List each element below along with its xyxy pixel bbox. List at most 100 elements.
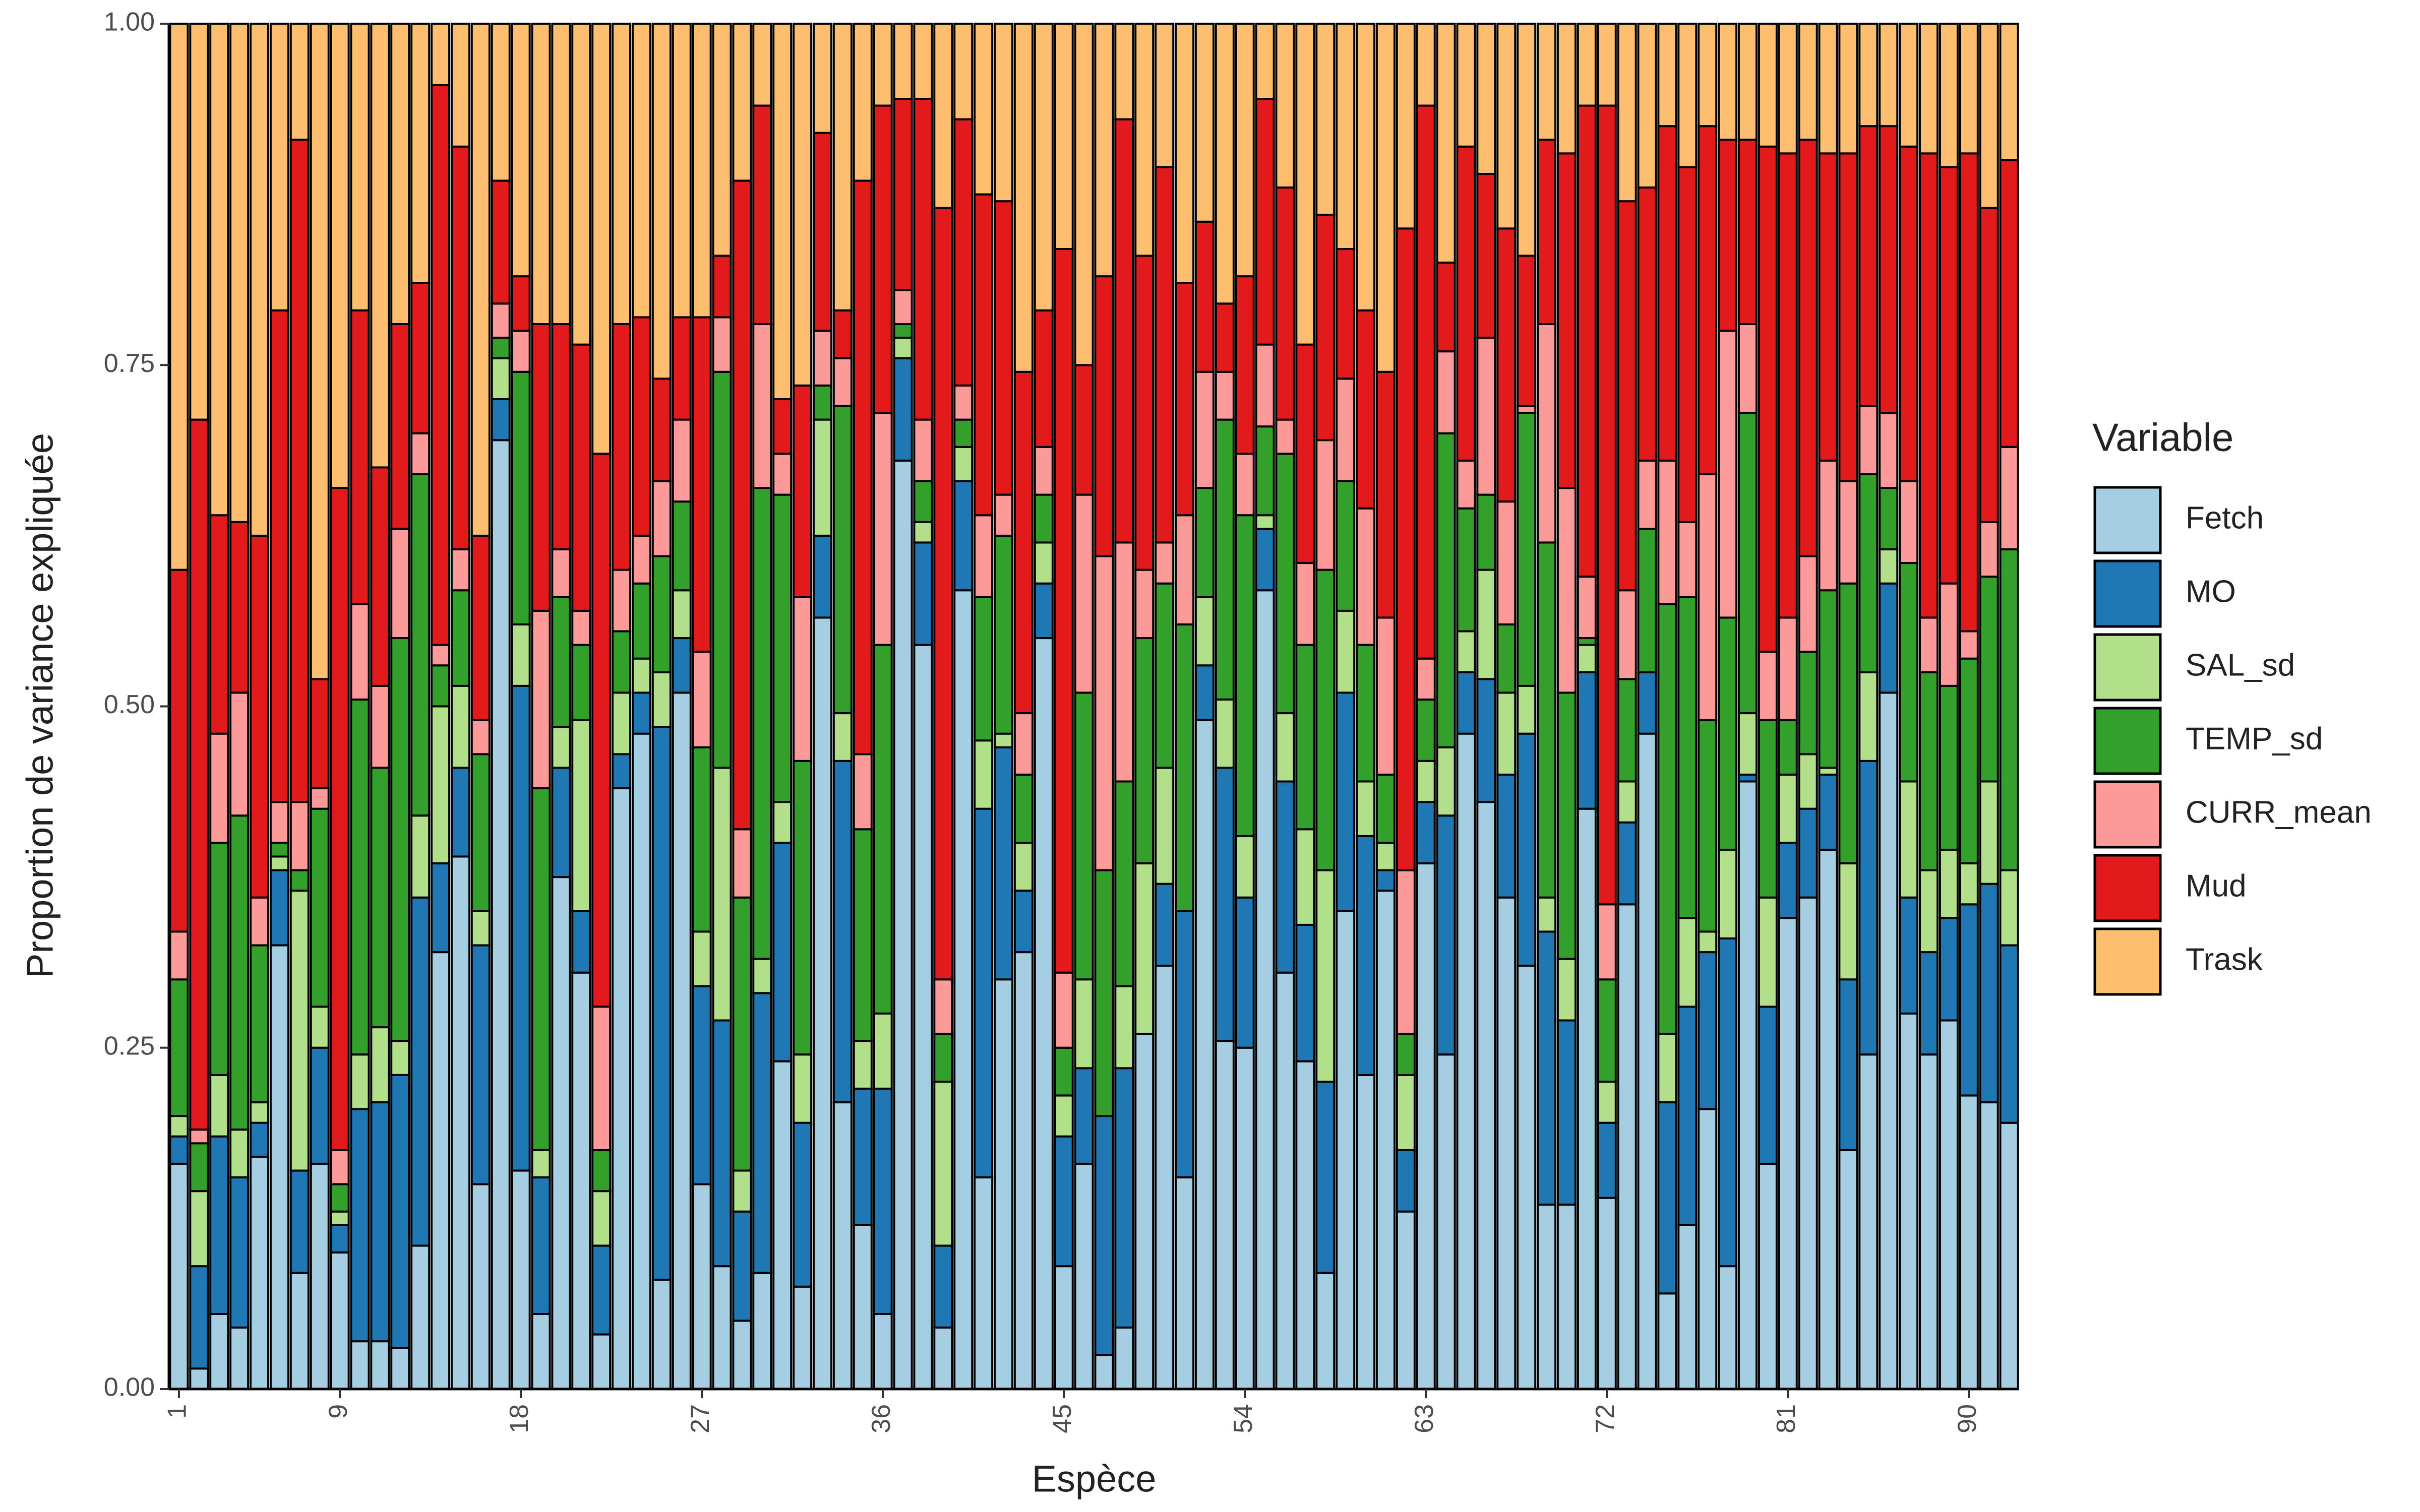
bar-segment (491, 179, 511, 305)
bar-segment (853, 179, 873, 755)
bar-segment (571, 609, 591, 646)
bar-segment (1094, 23, 1114, 278)
bar-segment (974, 1176, 994, 1390)
bar-segment (1215, 302, 1235, 373)
bar-segment (1657, 1292, 1677, 1391)
bar-segment (1255, 343, 1275, 428)
bar-segment (1194, 220, 1215, 373)
bar-segment (249, 1101, 270, 1124)
bar-segment (511, 370, 531, 625)
legend-label: Mud (2186, 868, 2247, 903)
bar-segment (832, 23, 853, 311)
bar-segment (209, 732, 229, 844)
bar-segment (1255, 528, 1275, 592)
bar-segment (209, 23, 229, 517)
bar-segment (1054, 247, 1074, 974)
bar-segment (1858, 1053, 1879, 1390)
bar-segment (1215, 23, 1235, 305)
bar-segment (1617, 821, 1637, 906)
bar-segment (893, 289, 913, 325)
bar-segment (1899, 896, 1919, 1015)
bar-segment (1597, 903, 1617, 981)
bar-segment (1718, 937, 1738, 1268)
bar-segment (1054, 1265, 1074, 1390)
bar-segment (1215, 767, 1235, 1042)
bar-segment (1637, 528, 1657, 673)
bar-segment (209, 1074, 229, 1138)
bar-segment (330, 1149, 350, 1185)
bar-segment (551, 726, 571, 769)
bar-segment (612, 23, 632, 325)
bar-segment (651, 1279, 672, 1391)
bar-segment (310, 23, 330, 680)
bar-segment (1355, 23, 1376, 311)
bar-segment (1918, 1053, 1939, 1390)
bar-segment (1456, 23, 1476, 148)
bar-segment (1556, 23, 1577, 155)
bar-segment (1034, 541, 1054, 585)
bar-segment (571, 23, 591, 346)
bar-segment (491, 23, 511, 182)
bar-segment (651, 23, 672, 380)
bar-segment (249, 534, 270, 899)
bar-segment (732, 828, 752, 899)
bar-segment (1758, 145, 1778, 653)
bar-segment (1537, 23, 1557, 141)
legend-label: CURR_mean (2186, 795, 2372, 830)
bar-segment (169, 978, 189, 1117)
bar-segment (1939, 1019, 1959, 1390)
bar-segment (1879, 548, 1899, 585)
bar-segment (993, 493, 1014, 537)
bar-segment (1456, 732, 1476, 1390)
bar-segment (1979, 23, 1999, 209)
bar-segment (612, 753, 632, 790)
bar-segment (511, 330, 531, 373)
bar-segment (1456, 630, 1476, 673)
bar-segment (229, 1327, 250, 1390)
bar-segment (189, 1265, 209, 1370)
bar-segment (370, 1026, 390, 1104)
bar-segment (974, 514, 994, 598)
bar-segment (591, 453, 612, 1008)
bar-segment (410, 23, 431, 284)
bar-segment (1134, 569, 1155, 640)
bar-segment (1918, 152, 1939, 619)
bar-segment (189, 1367, 209, 1390)
bar-segment (430, 705, 451, 865)
bar-segment (672, 691, 692, 1390)
bar-segment (1094, 1115, 1114, 1356)
bar-segment (1597, 23, 1617, 107)
bar-segment (1456, 459, 1476, 510)
bar-segment (1336, 377, 1356, 482)
bar-segment (812, 418, 833, 537)
bar-segment (169, 569, 189, 933)
bar-segment (1255, 514, 1275, 530)
bar-segment (1918, 951, 1939, 1056)
bar-segment (571, 644, 591, 721)
bar-segment (1677, 917, 1698, 1008)
bar-segment (1838, 23, 1858, 155)
bar-segment (1034, 23, 1054, 311)
bar-segment (491, 357, 511, 400)
bar-segment (1758, 651, 1778, 721)
bar-segment (1617, 23, 1637, 203)
bar-segment (1657, 1033, 1677, 1104)
bar-segment (631, 732, 651, 1390)
bar-segment (1698, 951, 1718, 1110)
bar-segment (189, 1190, 209, 1268)
bar-segment (1295, 343, 1315, 564)
bar-segment (1556, 152, 1577, 489)
bar-segment (1114, 985, 1134, 1069)
bar-segment (1114, 780, 1134, 987)
x-tick-label: 81 (1772, 1404, 1801, 1433)
bar-segment (1416, 760, 1436, 803)
bar-segment (1315, 1272, 1336, 1391)
bar-segment (350, 309, 370, 605)
bar-segment (1375, 773, 1396, 844)
bar-segment (1235, 453, 1255, 517)
bar-segment (450, 684, 470, 769)
bar-segment (169, 23, 189, 571)
bar-segment (752, 23, 772, 107)
bar-segment (229, 1176, 250, 1329)
bar-segment (1496, 227, 1517, 503)
